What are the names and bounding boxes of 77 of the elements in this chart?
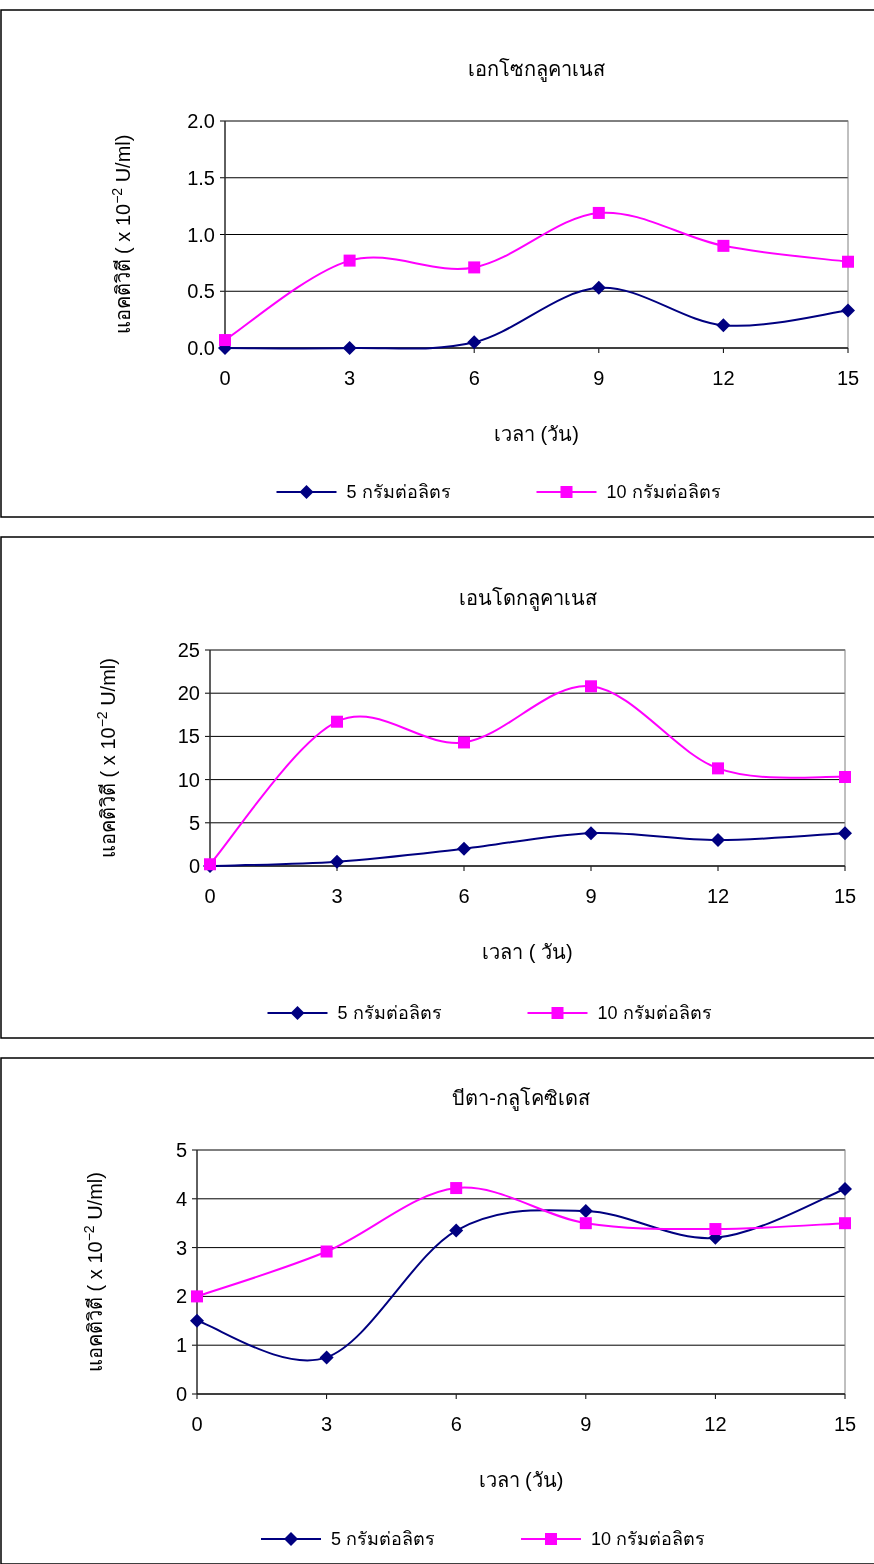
y-tick-label: 5 bbox=[175, 1139, 187, 1161]
x-tick-label: 3 bbox=[321, 1413, 333, 1435]
x-tick-label: 3 bbox=[331, 885, 343, 907]
y-tick-label: 4 bbox=[175, 1187, 187, 1210]
legend-label: 5 กรัมต่อลิตร bbox=[337, 1003, 442, 1023]
x-tick-label: 6 bbox=[458, 885, 470, 907]
legend-label: 10 กรัมต่อลิตร bbox=[591, 1529, 706, 1549]
y-tick-label: 0.0 bbox=[187, 337, 215, 359]
point bbox=[579, 1217, 592, 1230]
point bbox=[343, 254, 356, 267]
x-tick-label: 9 bbox=[580, 1413, 592, 1435]
point bbox=[716, 318, 731, 333]
point bbox=[838, 1182, 852, 1197]
y-tick-label: 0 bbox=[175, 1383, 187, 1405]
x-tick-label: 15 bbox=[833, 885, 857, 907]
y-tick-label: 1.5 bbox=[187, 166, 215, 189]
point bbox=[319, 1350, 334, 1365]
x-tick-label: 15 bbox=[836, 367, 860, 389]
y-tick-label: 2 bbox=[175, 1285, 187, 1308]
point bbox=[467, 335, 482, 350]
point bbox=[841, 303, 855, 318]
point bbox=[330, 854, 344, 869]
x-axis-title: เวลา ( วัน) bbox=[482, 941, 573, 963]
point bbox=[190, 1313, 204, 1328]
point bbox=[331, 715, 343, 728]
x-tick-label: 12 bbox=[712, 367, 735, 389]
y-tick-label: 1 bbox=[175, 1334, 187, 1357]
point bbox=[578, 1204, 593, 1218]
x-tick-label: 3 bbox=[344, 367, 356, 389]
point bbox=[457, 841, 471, 856]
x-axis-title: เวลา (วัน) bbox=[478, 1469, 564, 1491]
point bbox=[712, 762, 724, 775]
x-tick-label: 9 bbox=[585, 885, 597, 907]
x-tick-label: 6 bbox=[468, 367, 480, 389]
point bbox=[839, 1217, 851, 1230]
x-tick-label: 6 bbox=[450, 1413, 462, 1435]
x-tick-label: 0 bbox=[219, 367, 231, 389]
y-tick-label: 25 bbox=[177, 639, 200, 661]
point bbox=[585, 680, 597, 693]
legend-label: 5 กรัมต่อลิตร bbox=[346, 482, 451, 502]
point bbox=[320, 1245, 333, 1258]
point bbox=[839, 771, 851, 784]
y-tick-label: 15 bbox=[177, 725, 200, 748]
chart-title: บีตา-กลูโคซิเดส bbox=[452, 1087, 590, 1111]
point bbox=[458, 736, 470, 749]
y-tick-label: 1.0 bbox=[187, 223, 215, 246]
chart-title: เอกโซกลูคาเนส bbox=[468, 58, 605, 82]
point bbox=[191, 1290, 203, 1303]
point bbox=[584, 826, 598, 841]
point bbox=[449, 1223, 464, 1238]
y-tick-label: 3 bbox=[175, 1236, 187, 1259]
legend-label: 10 กรัมต่อลิตร bbox=[606, 482, 721, 502]
point bbox=[711, 833, 725, 848]
point bbox=[468, 261, 481, 274]
point bbox=[219, 334, 231, 347]
legend-label: 10 กรัมต่อลิตร bbox=[597, 1003, 712, 1023]
point bbox=[838, 826, 852, 841]
x-tick-label: 15 bbox=[833, 1413, 857, 1435]
x-tick-label: 12 bbox=[706, 885, 730, 907]
point bbox=[591, 280, 606, 295]
x-axis-title: เวลา (วัน) bbox=[494, 423, 579, 445]
x-tick-label: 12 bbox=[704, 1413, 727, 1435]
point bbox=[842, 255, 854, 268]
point bbox=[717, 239, 730, 252]
x-tick-label: 9 bbox=[593, 367, 605, 389]
chart-title: เอนโดกลูคาเนส bbox=[458, 587, 597, 611]
y-tick-label: 0.5 bbox=[187, 280, 215, 303]
point bbox=[450, 1182, 463, 1195]
point bbox=[592, 206, 605, 219]
y-tick-label: 0 bbox=[188, 855, 200, 877]
y-tick-label: 5 bbox=[188, 811, 200, 834]
point bbox=[342, 341, 357, 355]
y-tick-label: 10 bbox=[177, 768, 200, 791]
point bbox=[709, 1223, 722, 1236]
y-tick-label: 2.0 bbox=[187, 110, 215, 132]
y-tick-label: 20 bbox=[177, 682, 200, 705]
legend-label: 5 กรัมต่อลิตร bbox=[331, 1529, 436, 1549]
